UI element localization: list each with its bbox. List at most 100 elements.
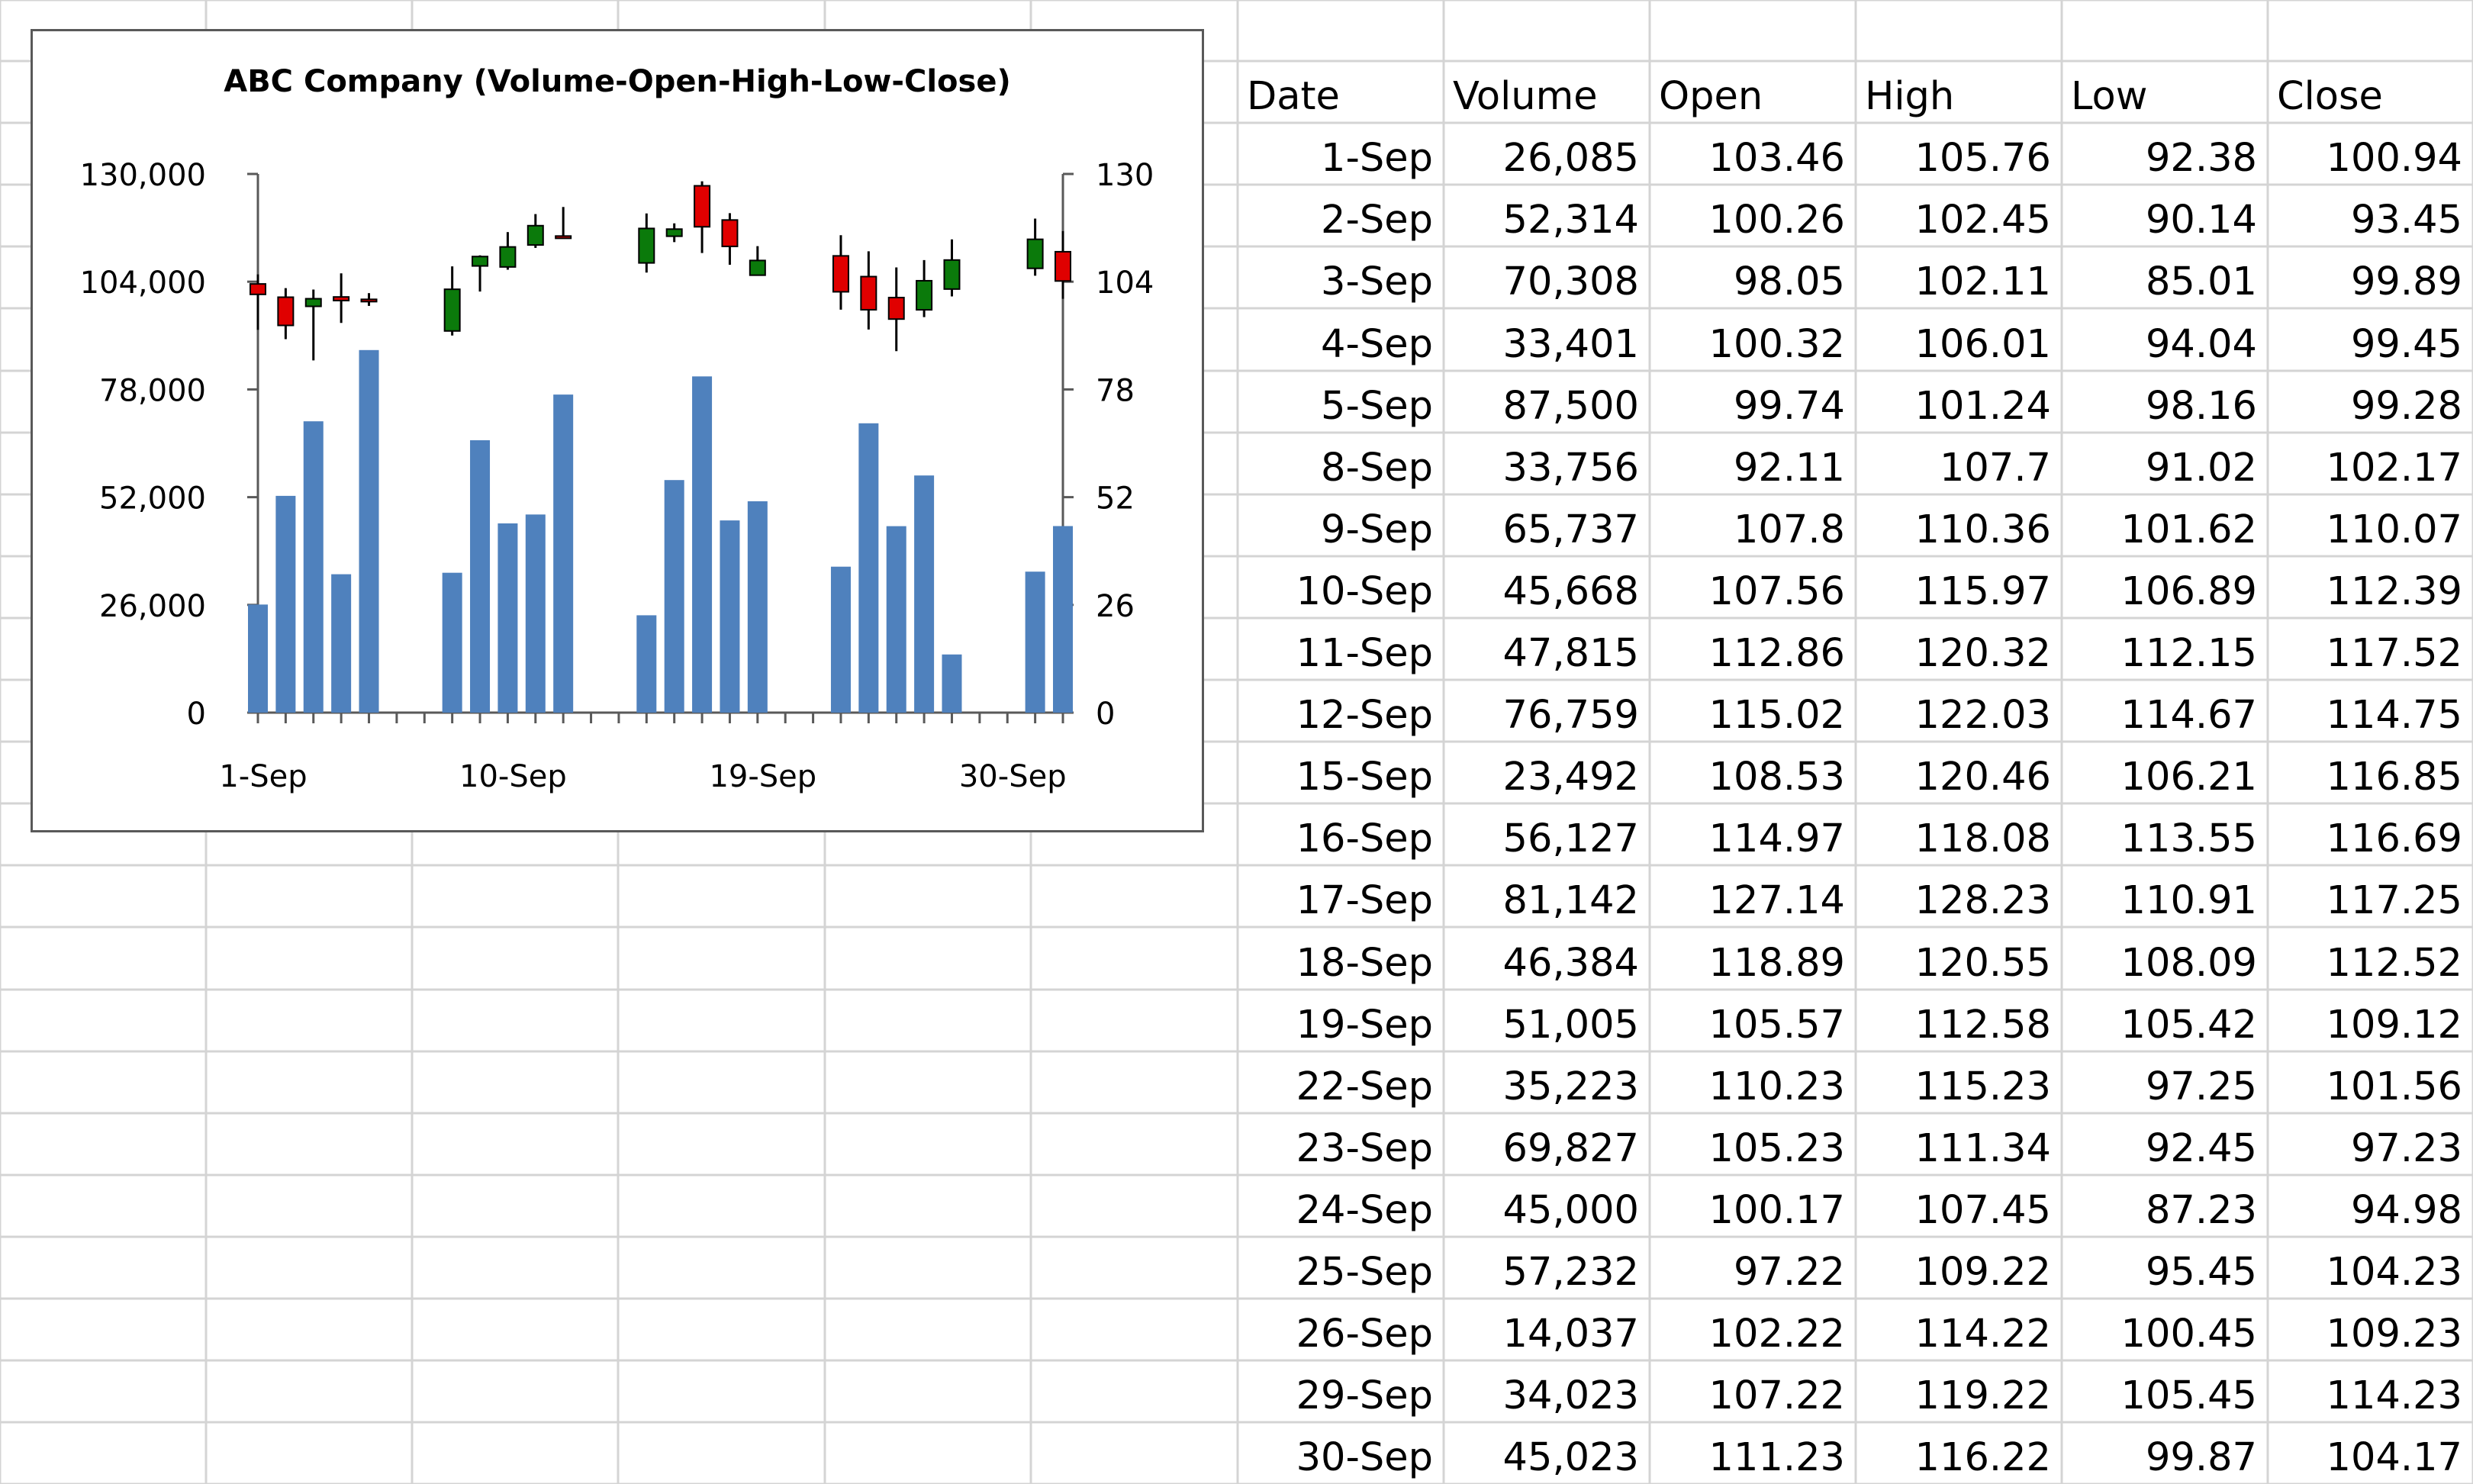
- cell-open: 111.23: [1708, 1435, 1845, 1480]
- candle-body-down: [360, 298, 378, 303]
- x-tick-label: 10-Sep: [459, 759, 567, 794]
- cell-volume: 65,737: [1502, 507, 1639, 552]
- cell-open: 103.46: [1708, 136, 1845, 181]
- volume-bar: [470, 439, 491, 713]
- cell-volume: 35,223: [1502, 1064, 1639, 1109]
- cell-low: 106.89: [2120, 569, 2257, 614]
- candle-body-down: [555, 235, 572, 240]
- header-close: Close: [2277, 74, 2383, 119]
- cell-open: 99.74: [1733, 384, 1845, 429]
- cell-low: 98.16: [2145, 384, 2257, 429]
- candle-body-up: [304, 298, 322, 307]
- cell-open: 100.32: [1708, 322, 1845, 367]
- candle-body-up: [472, 256, 489, 267]
- cell-high: 102.45: [1914, 198, 2051, 243]
- candle-body-down: [277, 296, 295, 327]
- cell-volume: 45,023: [1502, 1435, 1639, 1480]
- cell-low: 97.25: [2145, 1064, 2257, 1109]
- candle-body-up: [749, 259, 766, 276]
- cell-date: 18-Sep: [1296, 941, 1433, 986]
- cell-open: 114.97: [1708, 816, 1845, 861]
- y-right-tick-label: 78: [1096, 373, 1135, 408]
- cell-date: 8-Sep: [1321, 446, 1433, 491]
- volume-bar: [1025, 571, 1045, 713]
- cell-high: 109.22: [1914, 1250, 2051, 1295]
- cell-open: 107.56: [1708, 569, 1845, 614]
- cell-date: 2-Sep: [1321, 198, 1433, 243]
- candle-body-up: [665, 228, 683, 237]
- cell-low: 92.38: [2145, 136, 2257, 181]
- cell-volume: 76,759: [1502, 693, 1639, 738]
- x-tick-label: 19-Sep: [709, 759, 816, 794]
- volume-bar: [303, 421, 324, 713]
- cell-volume: 87,500: [1502, 384, 1639, 429]
- volume-bar: [720, 520, 740, 713]
- cell-high: 111.34: [1914, 1126, 2051, 1171]
- cell-low: 106.21: [2120, 755, 2257, 800]
- cell-open: 127.14: [1708, 878, 1845, 923]
- cell-low: 113.55: [2120, 816, 2257, 861]
- cell-volume: 52,314: [1502, 198, 1639, 243]
- cell-high: 110.36: [1914, 507, 2051, 552]
- volume-bar: [664, 480, 684, 713]
- y-left-tick-label: 78,000: [99, 373, 206, 408]
- volume-bar: [248, 604, 268, 713]
- cell-low: 108.09: [2120, 941, 2257, 986]
- cell-date: 29-Sep: [1296, 1373, 1433, 1418]
- cell-volume: 81,142: [1502, 878, 1639, 923]
- y-left-tick-label: 130,000: [80, 158, 206, 193]
- cell-low: 99.87: [2145, 1435, 2257, 1480]
- cell-volume: 56,127: [1502, 816, 1639, 861]
- cell-volume: 34,023: [1502, 1373, 1639, 1418]
- volume-bar: [858, 423, 879, 713]
- volume-bar: [636, 615, 657, 713]
- header-volume: Volume: [1453, 74, 1598, 119]
- cell-date: 25-Sep: [1296, 1250, 1433, 1295]
- cell-low: 110.91: [2120, 878, 2257, 923]
- cell-open: 100.26: [1708, 198, 1845, 243]
- cell-high: 122.03: [1914, 693, 2051, 738]
- volume-bar: [830, 566, 851, 713]
- cell-low: 114.67: [2120, 693, 2257, 738]
- cell-date: 9-Sep: [1321, 507, 1433, 552]
- cell-close: 104.17: [2326, 1435, 2462, 1480]
- cell-date: 3-Sep: [1321, 259, 1433, 304]
- x-tick-label: 1-Sep: [219, 759, 307, 794]
- cell-volume: 57,232: [1502, 1250, 1639, 1295]
- cell-high: 115.23: [1914, 1064, 2051, 1109]
- cell-close: 109.12: [2326, 1003, 2462, 1048]
- candle-body-down: [250, 283, 266, 295]
- cell-close: 109.23: [2326, 1312, 2462, 1357]
- cell-high: 118.08: [1914, 816, 2051, 861]
- cell-open: 102.22: [1708, 1312, 1845, 1357]
- cell-volume: 69,827: [1502, 1126, 1639, 1171]
- chart-area[interactable]: ABC Company (Volume-Open-High-Low-Close)…: [31, 29, 1204, 832]
- cell-volume: 46,384: [1502, 941, 1639, 986]
- cell-high: 112.58: [1914, 1003, 2051, 1048]
- cell-date: 16-Sep: [1296, 816, 1433, 861]
- y-right-tick-label: 0: [1096, 697, 1115, 732]
- chart-title: ABC Company (Volume-Open-High-Low-Close): [224, 64, 1011, 99]
- cell-low: 92.45: [2145, 1126, 2257, 1171]
- candle-body-up: [443, 288, 461, 332]
- cell-close: 110.07: [2326, 507, 2462, 552]
- volume-bar: [914, 475, 935, 713]
- volume-bar: [747, 501, 768, 713]
- cell-open: 112.86: [1708, 631, 1845, 676]
- cell-close: 102.17: [2326, 446, 2462, 491]
- cell-volume: 33,401: [1502, 322, 1639, 367]
- volume-bar: [1053, 526, 1073, 713]
- cell-high: 128.23: [1914, 878, 2051, 923]
- cell-close: 114.75: [2326, 693, 2462, 738]
- cell-close: 117.25: [2326, 878, 2462, 923]
- cell-date: 5-Sep: [1321, 384, 1433, 429]
- cell-date: 19-Sep: [1296, 1003, 1433, 1048]
- candle-body-down: [694, 185, 711, 228]
- cell-date: 23-Sep: [1296, 1126, 1433, 1171]
- cell-date: 17-Sep: [1296, 878, 1433, 923]
- candle-body-down: [333, 296, 350, 301]
- cell-low: 87.23: [2145, 1188, 2257, 1233]
- cell-high: 116.22: [1914, 1435, 2051, 1480]
- header-low: Low: [2071, 74, 2148, 119]
- cell-low: 94.04: [2145, 322, 2257, 367]
